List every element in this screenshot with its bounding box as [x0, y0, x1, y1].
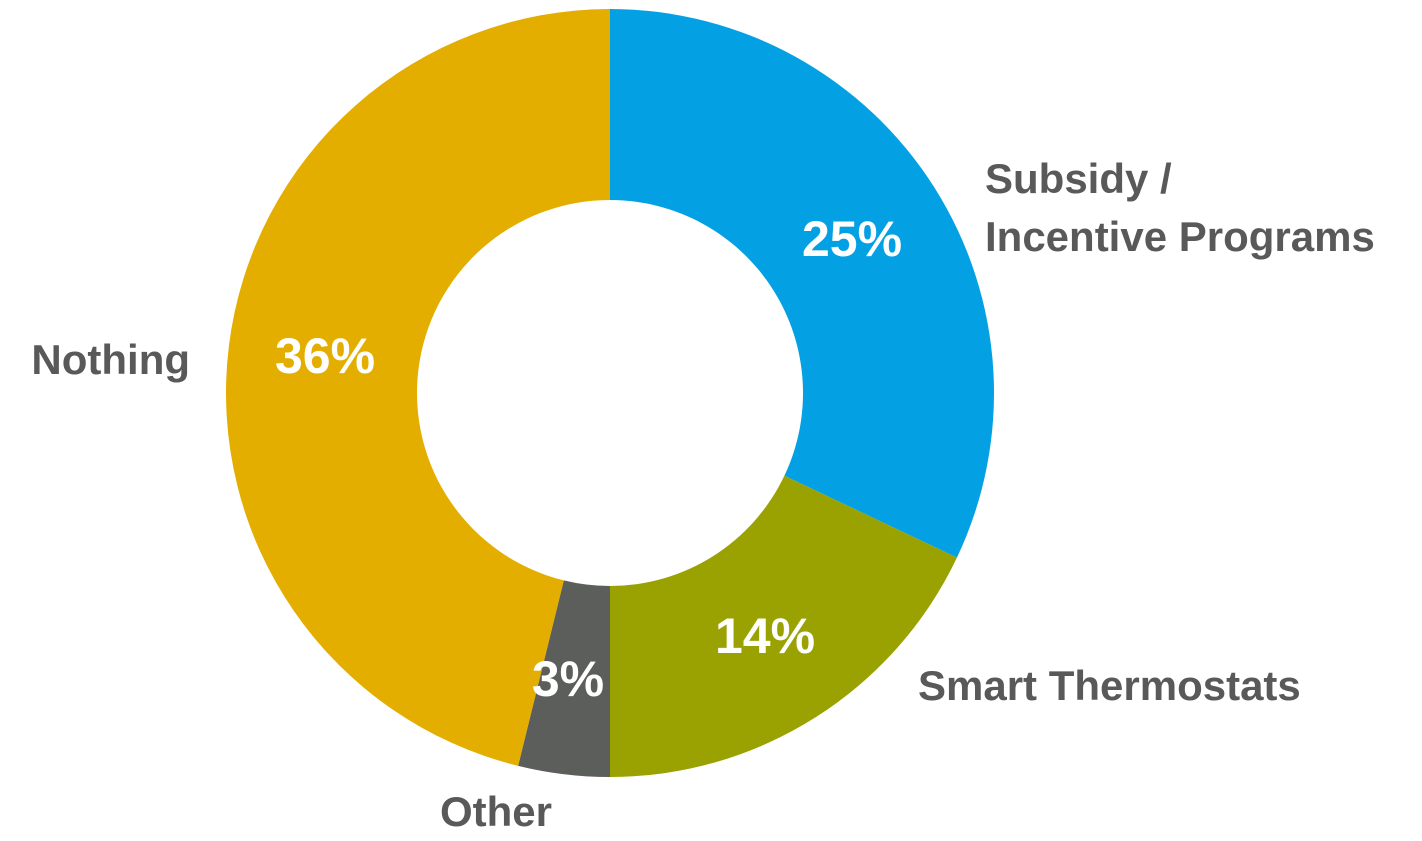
- category-label: Other: [440, 788, 553, 835]
- value-label: 25%: [802, 211, 902, 267]
- donut-slice: [225, 9, 611, 766]
- category-label: Smart Thermostats: [918, 662, 1301, 709]
- donut-slice: [518, 580, 610, 777]
- category-label: Subsidy / Incentive Programs: [985, 155, 1375, 260]
- category-label: Nothing: [31, 336, 190, 383]
- donut-slice: [610, 475, 957, 777]
- value-label: 36%: [275, 328, 375, 384]
- value-label: 3%: [532, 651, 604, 707]
- value-label: 14%: [715, 608, 815, 664]
- donut-slice: [610, 9, 995, 558]
